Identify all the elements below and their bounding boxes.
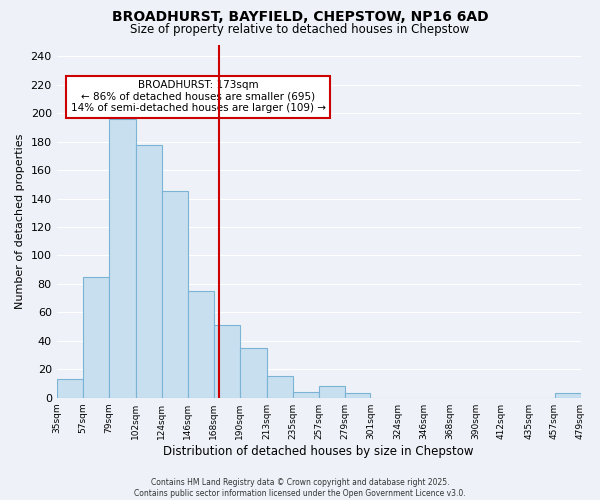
Bar xyxy=(239,348,266,398)
X-axis label: Distribution of detached houses by size in Chepstow: Distribution of detached houses by size … xyxy=(163,444,474,458)
Bar xyxy=(136,144,161,398)
Bar xyxy=(293,392,319,398)
Bar xyxy=(188,291,214,398)
Text: Contains HM Land Registry data © Crown copyright and database right 2025.
Contai: Contains HM Land Registry data © Crown c… xyxy=(134,478,466,498)
Text: BROADHURST, BAYFIELD, CHEPSTOW, NP16 6AD: BROADHURST, BAYFIELD, CHEPSTOW, NP16 6AD xyxy=(112,10,488,24)
Bar xyxy=(83,277,109,398)
Y-axis label: Number of detached properties: Number of detached properties xyxy=(15,134,25,309)
Text: Size of property relative to detached houses in Chepstow: Size of property relative to detached ho… xyxy=(130,22,470,36)
Bar xyxy=(161,192,188,398)
Bar xyxy=(109,119,136,398)
Text: BROADHURST: 173sqm
← 86% of detached houses are smaller (695)
14% of semi-detach: BROADHURST: 173sqm ← 86% of detached hou… xyxy=(71,80,326,114)
Bar xyxy=(554,394,581,398)
Bar xyxy=(266,376,293,398)
Bar xyxy=(344,394,370,398)
Bar xyxy=(319,386,344,398)
Bar xyxy=(214,325,239,398)
Bar xyxy=(56,379,83,398)
